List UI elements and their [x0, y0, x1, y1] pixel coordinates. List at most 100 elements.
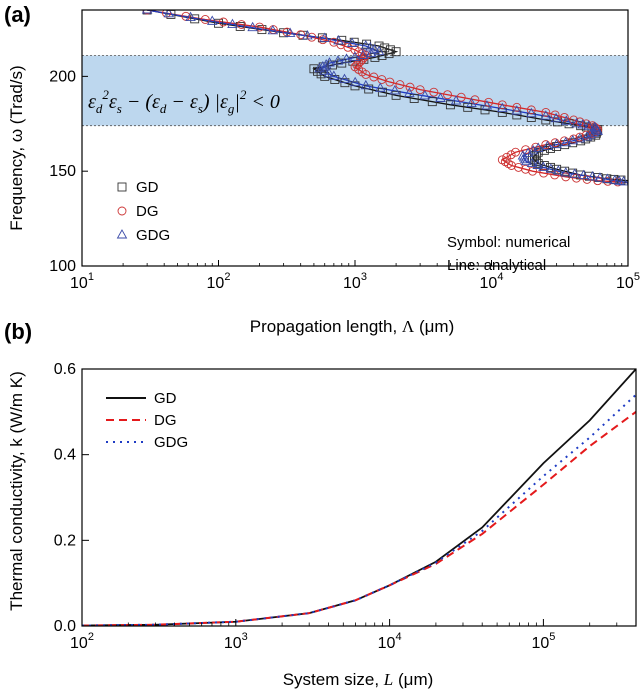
panel-a-point-gdg — [560, 136, 572, 147]
panel-a-point-dg — [200, 15, 210, 24]
panel-a-point-dg — [142, 10, 152, 15]
panel-a-point-gdg — [319, 32, 330, 42]
panel-a-point-gdg — [567, 134, 579, 145]
panel-a-point-gdg — [349, 76, 361, 87]
panel-a-point-dg — [526, 105, 536, 115]
panel-b-line-gdg — [82, 393, 636, 626]
panel-a-point-gdg — [542, 140, 553, 150]
panel-a-note-analytical: Line: analytical — [447, 257, 546, 274]
panel-a-point-gd — [257, 25, 267, 35]
panel-a-y-tick-label: 150 — [49, 163, 76, 180]
panel-b-legend: GD DG GDG — [106, 390, 188, 451]
panel-b-line-gd — [82, 369, 636, 626]
panel-a-point-gdg — [435, 92, 446, 102]
panel-a-point-gdg — [526, 107, 537, 118]
panel-a-point-gdg — [341, 53, 352, 63]
panel-a-point-dg — [550, 110, 560, 120]
panel-a-point-gdg — [583, 120, 594, 130]
panel-a-point-gdg — [349, 51, 361, 61]
panel-a-point-dg — [385, 77, 395, 87]
panel-a-x-tick-label: 104 — [480, 271, 504, 292]
panel-a-point-dg — [218, 17, 228, 27]
panel-a-point-gdg — [497, 102, 508, 113]
panel-b-x-tick-label: 104 — [378, 631, 402, 652]
legend-label-gd: GD — [154, 390, 177, 407]
panel-b: (b) 102 103 104 105 0.0 0.2 0.4 0.6 GD DG GDG Sys… — [4, 319, 637, 689]
panel-a-point-gdg — [404, 87, 415, 97]
panel-b-y-tick-label: 0.4 — [54, 447, 76, 464]
panel-b-series — [82, 369, 636, 626]
panel-a-point-gdg — [581, 131, 593, 141]
panel-a-point-gd — [391, 47, 401, 57]
panel-a-point-gd — [384, 49, 394, 59]
panel-a-point-gdg — [360, 79, 372, 90]
panel-a-point-dg — [318, 35, 328, 45]
panel-a-point-gd — [409, 94, 419, 103]
panel-a-point-dg — [369, 72, 379, 82]
panel-a-label: (a) — [4, 2, 31, 27]
panel-a-point-gdg — [357, 49, 369, 59]
panel-a-point-gdg — [323, 67, 335, 78]
panel-a-point-gdg — [577, 119, 588, 129]
panel-a-point-dg — [361, 70, 371, 79]
panel-a-point-dg — [484, 97, 494, 107]
panel-a-point-gdg — [333, 35, 344, 45]
panel-a-point-gdg — [511, 105, 523, 115]
panel-a-point-gdg — [551, 138, 562, 149]
panel-b-y-axis-title: Thermal conductivity, k (W/m K) — [7, 371, 26, 611]
panel-b-x-tick-label: 105 — [531, 631, 555, 652]
panel-b-y-tick-label: 0.6 — [54, 361, 76, 378]
panel-a-point-dg — [506, 150, 516, 160]
panel-a-point-gdg — [328, 70, 340, 80]
panel-a-point-dg — [541, 140, 551, 150]
panel-a-y-axis-title: Frequency, ω (Trad/s) — [7, 65, 26, 230]
panel-a-point-gd — [337, 58, 347, 68]
panel-a-point-gdg — [267, 24, 279, 35]
panel-b-label: (b) — [4, 319, 32, 344]
panel-a-point-gd — [480, 105, 490, 115]
panel-b-plot-frame — [81, 368, 637, 627]
panel-a-point-gdg — [532, 142, 544, 152]
panel-a-point-dg — [550, 138, 560, 148]
panel-a-point-gdg — [206, 15, 218, 25]
panel-a-point-dg — [352, 60, 362, 70]
panel-a-point-dg — [541, 107, 551, 117]
panel-a-point-gdg — [561, 115, 572, 125]
legend-label-gdg: GDG — [136, 227, 170, 244]
panel-a-point-gdg — [419, 90, 431, 100]
panel-a-point-dg — [296, 30, 306, 40]
panel-a-point-dg — [528, 166, 538, 176]
panel-a-point-gdg — [618, 176, 628, 186]
panel-a-x-axis-title: Propagation length, Λ (μm) — [250, 317, 455, 336]
legend-label-gd: GD — [136, 179, 159, 196]
panel-a-point-gdg — [521, 155, 532, 166]
panel-a-point-gdg — [450, 95, 462, 105]
panel-a-point-dg — [503, 159, 513, 169]
panel-a-point-gdg — [369, 43, 380, 54]
panel-a-legend: GD DG GDG — [116, 179, 170, 244]
panel-b-y-tick-label: 0.2 — [54, 532, 76, 549]
panel-a-x-tick-label: 101 — [70, 271, 94, 292]
panel-b-x-tick-label: 102 — [70, 631, 94, 652]
panel-a-point-dg — [559, 136, 569, 146]
legend-label-gdg: GDG — [154, 434, 188, 451]
panel-a-point-dg — [502, 152, 512, 162]
panel-a-x-tick-label: 105 — [616, 271, 640, 292]
panel-a-point-gdg — [346, 37, 358, 47]
panel-a-point-gdg — [578, 169, 589, 180]
panel-a-point-gd — [320, 71, 330, 81]
panel-a-point-gdg — [466, 97, 477, 108]
panel-a-point-gdg — [550, 112, 562, 123]
panel-a-axes: 101 102 103 104 105 100 150 200 — [49, 68, 640, 292]
legend-marker-gdg — [116, 229, 128, 239]
panel-a-point-gdg — [163, 10, 175, 18]
panel-a-point-gd — [391, 90, 401, 100]
panel-a-point-gdg — [284, 27, 296, 37]
panel-a-point-gdg — [571, 117, 582, 128]
legend-marker-dg — [117, 206, 127, 216]
panel-a-point-gdg — [360, 40, 372, 50]
panel-b-x-tick-label: 103 — [224, 631, 248, 652]
panel-a-point-gdg — [302, 29, 313, 40]
panel-a-point-gdg — [185, 11, 196, 22]
